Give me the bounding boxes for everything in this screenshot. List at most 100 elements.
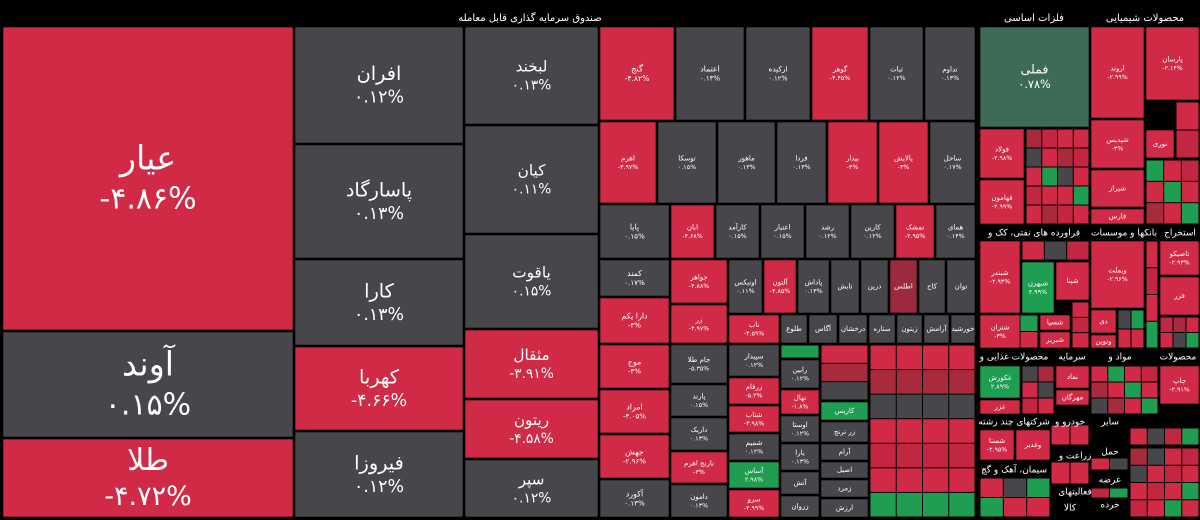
tile[interactable] — [294, 144, 464, 259]
tile[interactable] — [850, 204, 895, 259]
tile[interactable] — [599, 26, 675, 121]
tile[interactable] — [979, 399, 1021, 415]
tile[interactable] — [599, 121, 657, 204]
tile[interactable] — [1090, 309, 1117, 334]
tile[interactable] — [979, 365, 1021, 399]
tile[interactable] — [780, 415, 820, 443]
tile[interactable] — [670, 259, 728, 304]
tile[interactable] — [820, 498, 869, 518]
tile[interactable] — [896, 314, 923, 344]
tile[interactable] — [869, 26, 924, 121]
tile[interactable] — [918, 259, 946, 314]
tile[interactable] — [599, 389, 670, 434]
tile[interactable] — [1090, 119, 1145, 169]
tile[interactable] — [599, 297, 670, 344]
tile[interactable] — [924, 26, 976, 121]
tile[interactable] — [745, 26, 811, 121]
tile[interactable] — [464, 399, 599, 459]
tile[interactable] — [464, 125, 599, 234]
tile[interactable] — [780, 471, 820, 495]
tile[interactable] — [979, 314, 1021, 349]
tile[interactable] — [294, 259, 464, 346]
tile[interactable] — [780, 443, 820, 471]
tile[interactable] — [805, 204, 850, 259]
tile[interactable] — [728, 433, 780, 461]
tile[interactable] — [728, 489, 780, 518]
tile[interactable] — [935, 204, 976, 259]
tile[interactable] — [1015, 429, 1051, 461]
tile[interactable] — [2, 331, 294, 438]
tile[interactable] — [728, 405, 780, 433]
tile[interactable] — [979, 179, 1025, 225]
tile[interactable] — [760, 204, 805, 259]
tile[interactable] — [820, 443, 869, 461]
tile[interactable] — [1145, 26, 1200, 101]
tile[interactable] — [464, 459, 599, 518]
tile[interactable] — [811, 26, 869, 121]
tile[interactable] — [1159, 276, 1200, 316]
tile[interactable] — [728, 344, 780, 377]
tile[interactable] — [599, 479, 670, 518]
tile[interactable] — [780, 389, 820, 415]
tile[interactable] — [979, 429, 1015, 461]
tile[interactable] — [878, 121, 929, 204]
tile[interactable] — [1055, 389, 1090, 406]
tile[interactable] — [670, 451, 728, 484]
tile[interactable] — [979, 240, 1021, 314]
tile[interactable] — [657, 121, 717, 204]
tile[interactable] — [1159, 240, 1200, 276]
tile[interactable] — [1145, 129, 1175, 159]
tile[interactable] — [763, 259, 797, 314]
tile[interactable] — [1039, 331, 1071, 349]
tile[interactable] — [599, 259, 670, 297]
tile[interactable] — [728, 259, 763, 314]
tile[interactable] — [780, 495, 820, 518]
tile[interactable] — [820, 401, 869, 421]
tile[interactable] — [838, 314, 868, 344]
tile[interactable] — [830, 259, 860, 314]
tile[interactable] — [670, 344, 728, 384]
tile[interactable] — [670, 304, 728, 344]
tile[interactable] — [670, 484, 728, 518]
tile[interactable] — [946, 259, 976, 314]
tile[interactable] — [780, 314, 808, 344]
tile[interactable] — [599, 204, 670, 259]
tile[interactable] — [979, 128, 1025, 179]
tile[interactable] — [780, 359, 820, 389]
tile[interactable] — [294, 26, 464, 144]
tile[interactable] — [820, 479, 869, 498]
tile[interactable] — [923, 314, 950, 344]
tile[interactable] — [979, 26, 1090, 128]
tile[interactable] — [670, 384, 728, 417]
tile[interactable] — [728, 314, 780, 344]
tile[interactable] — [868, 314, 896, 344]
tile[interactable] — [464, 234, 599, 329]
tile[interactable] — [670, 204, 715, 259]
tile[interactable] — [889, 259, 918, 314]
tile[interactable] — [895, 204, 935, 259]
tile[interactable] — [797, 259, 830, 314]
tile[interactable] — [728, 461, 780, 489]
tile[interactable] — [599, 434, 670, 479]
tile[interactable] — [808, 314, 838, 344]
tile[interactable] — [1090, 240, 1145, 309]
tile[interactable] — [860, 259, 889, 314]
tile[interactable] — [1055, 365, 1090, 389]
tile[interactable] — [1090, 26, 1145, 119]
tile[interactable] — [1021, 261, 1055, 314]
tile[interactable] — [1090, 169, 1145, 208]
tile[interactable] — [599, 344, 670, 389]
tile[interactable] — [2, 438, 294, 518]
tile[interactable] — [728, 377, 780, 405]
tile[interactable] — [950, 314, 976, 344]
tile[interactable] — [1039, 314, 1071, 331]
tile[interactable] — [717, 121, 776, 204]
tile[interactable] — [294, 346, 464, 431]
tile[interactable] — [670, 417, 728, 451]
tile[interactable] — [820, 421, 869, 443]
tile[interactable] — [1055, 261, 1090, 301]
tile[interactable] — [1090, 208, 1145, 225]
tile[interactable] — [820, 461, 869, 479]
tile[interactable] — [294, 431, 464, 518]
tile[interactable] — [715, 204, 760, 259]
